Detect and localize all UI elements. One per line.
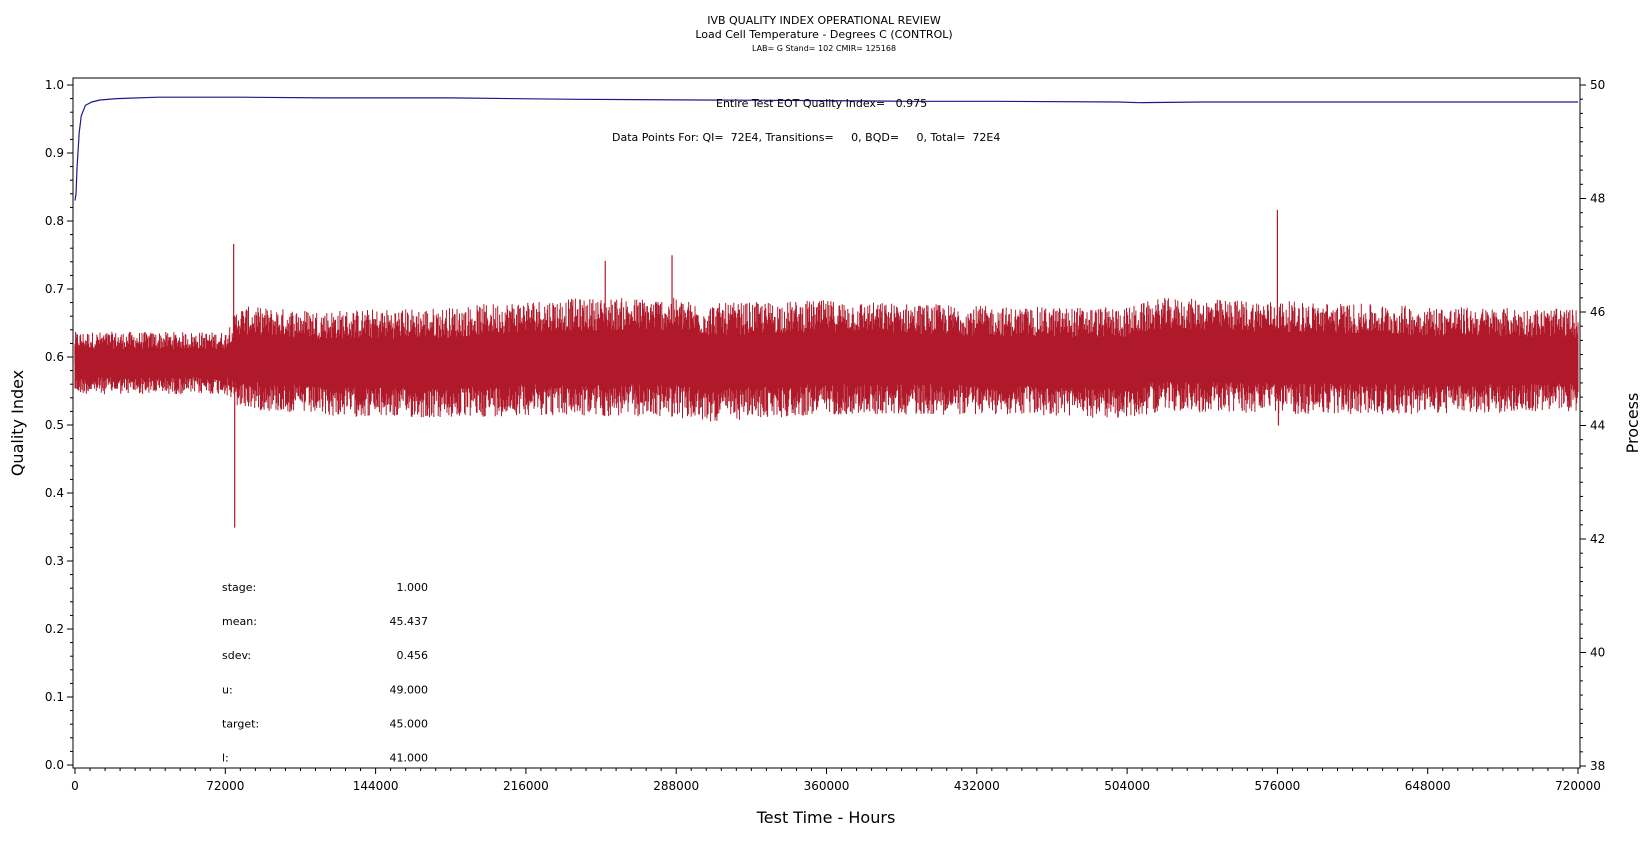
x-tick-label: 72000 [206,779,244,793]
y-left-tick-label: 1.0 [45,78,64,92]
stat-value: 1.000 [397,581,429,594]
stats-table: stage: 1.000 mean: 45.437 sdev: 0.456 u: 49.000… [222,581,428,765]
stat-label: mean: [222,615,257,628]
stat-value: 49.000 [390,683,429,696]
y-right-tick-label: 44 [1590,419,1605,433]
y-right-tick-label: 42 [1590,532,1605,546]
plot-frame [72,77,1581,769]
stat-value: 0.456 [397,649,429,662]
stat-value: 45.000 [390,717,429,730]
y-axis-left: 0.0 0.1 0.2 0.3 0.4 0.5 0.6 0.7 0.8 0.9 1.0 [45,78,73,772]
y-left-tick-label: 0.2 [45,622,64,636]
x-tick-label: 576000 [1254,779,1300,793]
x-tick-label: 360000 [804,779,850,793]
stat-value: 45.437 [390,615,429,628]
y-right-tick-label: 50 [1590,78,1605,92]
y-right-tick-label: 38 [1590,759,1605,773]
stat-label: stage: [222,581,256,594]
y-axis-left-label: Quality Index [8,370,27,476]
y-axis-right: 38 40 42 44 46 48 50 [1580,78,1605,773]
x-tick-label: 0 [71,779,79,793]
x-axis-label: Test Time - Hours [756,808,896,827]
x-tick-label: 216000 [503,779,549,793]
eot-quality-annotation: Entire Test EOT Quality Index= 0.975 [716,97,927,110]
chart-subtitle: Load Cell Temperature - Degrees C (CONTR… [695,28,952,41]
x-tick-label: 648000 [1405,779,1451,793]
y-left-tick-label: 0.9 [45,146,64,160]
x-tick-label: 432000 [954,779,1000,793]
y-right-tick-label: 40 [1590,646,1605,660]
process-noise-trace [74,297,1579,422]
stat-value: 41.000 [390,752,429,765]
y-right-tick-label: 48 [1590,192,1605,206]
x-tick-label: 288000 [653,779,699,793]
x-tick-label: 720000 [1555,779,1601,793]
y-left-tick-label: 0.6 [45,350,64,364]
chart-subtitle-2: LAB= G Stand= 102 CMIR= 125168 [752,44,896,53]
y-left-tick-label: 0.1 [45,690,64,704]
y-left-tick-label: 0.5 [45,418,64,432]
y-axis-right-label: Process [1623,393,1642,454]
y-right-tick-label: 46 [1590,305,1605,319]
x-tick-label: 504000 [1104,779,1150,793]
stat-label: u: [222,683,233,696]
x-axis: 0 72000 144000 216000 288000 360000 432000 5040… [71,768,1601,793]
y-left-tick-label: 0.3 [45,554,64,568]
x-tick-label: 144000 [353,779,399,793]
y-left-tick-label: 0.0 [45,758,64,772]
y-left-tick-label: 0.7 [45,282,64,296]
process-series [74,209,1579,528]
y-left-tick-label: 0.4 [45,486,64,500]
y-left-tick-label: 0.8 [45,214,64,228]
stat-label: target: [222,717,259,730]
quality-index-series [74,96,1578,201]
stat-label: l: [222,752,229,765]
chart-title: IVB QUALITY INDEX OPERATIONAL REVIEW [707,14,941,27]
stat-label: sdev: [222,649,251,662]
data-points-annotation: Data Points For: QI= 72E4, Transitions= … [612,131,1000,144]
